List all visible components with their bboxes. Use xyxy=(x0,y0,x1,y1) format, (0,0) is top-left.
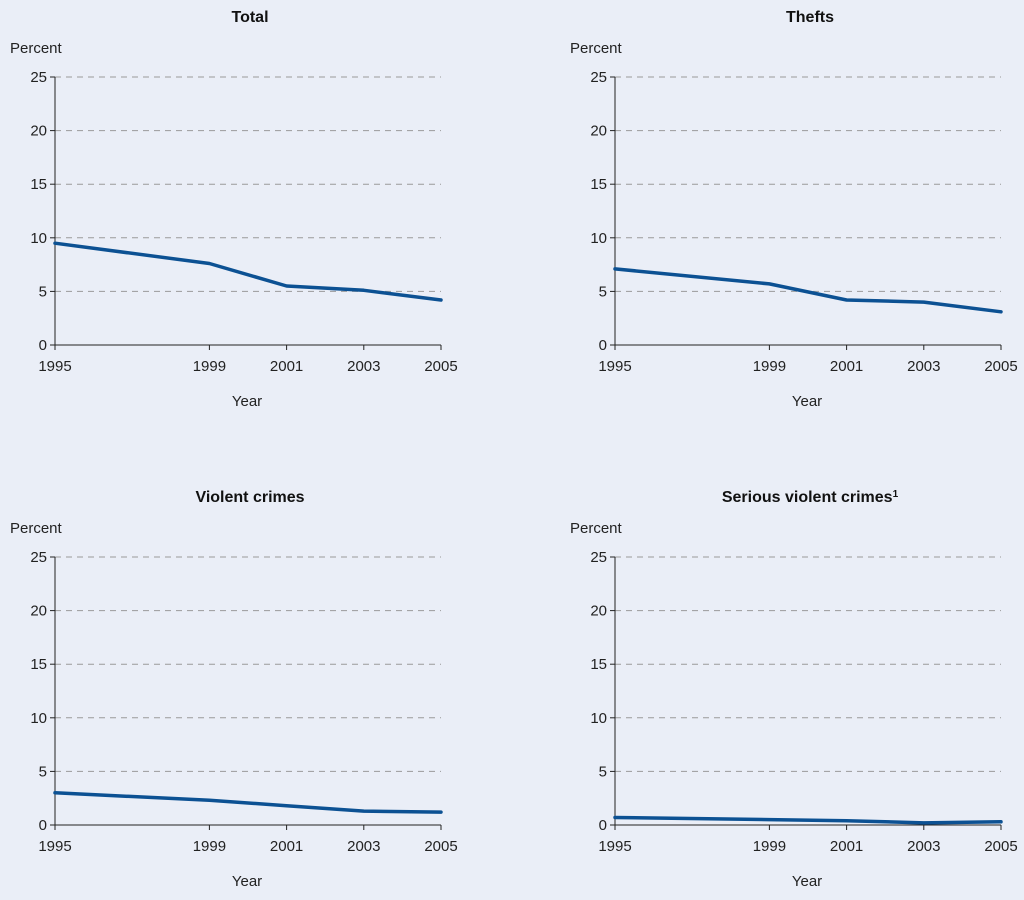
x-tick-label: 1995 xyxy=(598,838,631,855)
x-tick-label: 1999 xyxy=(753,358,786,375)
y-tick-label: 25 xyxy=(30,69,47,86)
chart-title: Violent crimes xyxy=(195,489,304,506)
y-tick-label: 25 xyxy=(590,549,607,566)
series-line xyxy=(613,815,1003,825)
x-tick-label: 2003 xyxy=(347,838,380,855)
chart-panel-1: Thefts Percent 0 5 10 15 20 25 1995 1999 2001 2003 2… xyxy=(570,9,1018,410)
y-tick-label: 0 xyxy=(599,337,607,354)
footnote-marker: 1 xyxy=(893,489,899,500)
y-axis-label: Percent xyxy=(10,520,63,537)
y-axis-label: Percent xyxy=(570,40,623,57)
y-tick-label: 15 xyxy=(590,176,607,193)
y-tick-label: 0 xyxy=(39,817,47,834)
chart-title: Serious violent crimes1 xyxy=(722,489,899,507)
series-line xyxy=(53,791,443,814)
y-tick-label: 15 xyxy=(30,656,47,673)
x-tick-label: 2001 xyxy=(830,838,863,855)
x-tick-label: 2005 xyxy=(424,358,457,375)
series-line xyxy=(53,241,443,302)
y-tick-label: 5 xyxy=(39,283,47,300)
y-tick-label: 10 xyxy=(30,710,47,727)
series-line xyxy=(613,267,1003,314)
y-tick-label: 25 xyxy=(590,69,607,86)
x-tick-label: 2001 xyxy=(270,838,303,855)
y-tick-label: 0 xyxy=(599,817,607,834)
y-tick-label: 20 xyxy=(30,123,47,140)
x-tick-label: 1995 xyxy=(598,358,631,375)
y-tick-label: 20 xyxy=(30,603,47,620)
y-tick-label: 20 xyxy=(590,123,607,140)
x-tick-label: 2003 xyxy=(347,358,380,375)
x-tick-label: 2001 xyxy=(270,358,303,375)
chart-panel-3: Serious violent crimes1 Percent 0 5 10 15 20 25… xyxy=(570,489,1018,891)
x-tick-label: 1999 xyxy=(193,358,226,375)
x-axis-label: Year xyxy=(792,393,822,410)
x-tick-label: 1995 xyxy=(38,838,71,855)
y-tick-label: 25 xyxy=(30,549,47,566)
x-axis-label: Year xyxy=(792,873,822,890)
x-tick-label: 2001 xyxy=(830,358,863,375)
y-tick-label: 15 xyxy=(590,656,607,673)
x-tick-label: 2003 xyxy=(907,838,940,855)
x-tick-label: 1999 xyxy=(193,838,226,855)
y-tick-label: 10 xyxy=(30,230,47,247)
x-tick-label: 2005 xyxy=(424,838,457,855)
chart-panel-2: Violent crimes Percent 0 5 10 15 20 25 1995 1999 2… xyxy=(10,489,458,890)
x-tick-label: 1999 xyxy=(753,838,786,855)
y-tick-label: 20 xyxy=(590,603,607,620)
y-axis-label: Percent xyxy=(10,40,63,57)
x-axis-label: Year xyxy=(232,393,262,410)
y-tick-label: 0 xyxy=(39,337,47,354)
x-axis-label: Year xyxy=(232,873,262,890)
y-tick-label: 5 xyxy=(599,283,607,300)
x-tick-label: 2005 xyxy=(984,358,1017,375)
y-axis-label: Percent xyxy=(570,520,623,537)
chart-panel-0: Total Percent 0 5 10 15 20 25 1995 1999 2001 2003 20… xyxy=(10,9,458,410)
y-tick-label: 10 xyxy=(590,230,607,247)
chart-title: Total xyxy=(231,9,268,26)
x-tick-label: 2005 xyxy=(984,838,1017,855)
y-tick-label: 5 xyxy=(599,763,607,780)
x-tick-label: 1995 xyxy=(38,358,71,375)
y-tick-label: 15 xyxy=(30,176,47,193)
y-tick-label: 5 xyxy=(39,763,47,780)
x-tick-label: 2003 xyxy=(907,358,940,375)
y-tick-label: 10 xyxy=(590,710,607,727)
chart-title: Thefts xyxy=(786,9,834,26)
